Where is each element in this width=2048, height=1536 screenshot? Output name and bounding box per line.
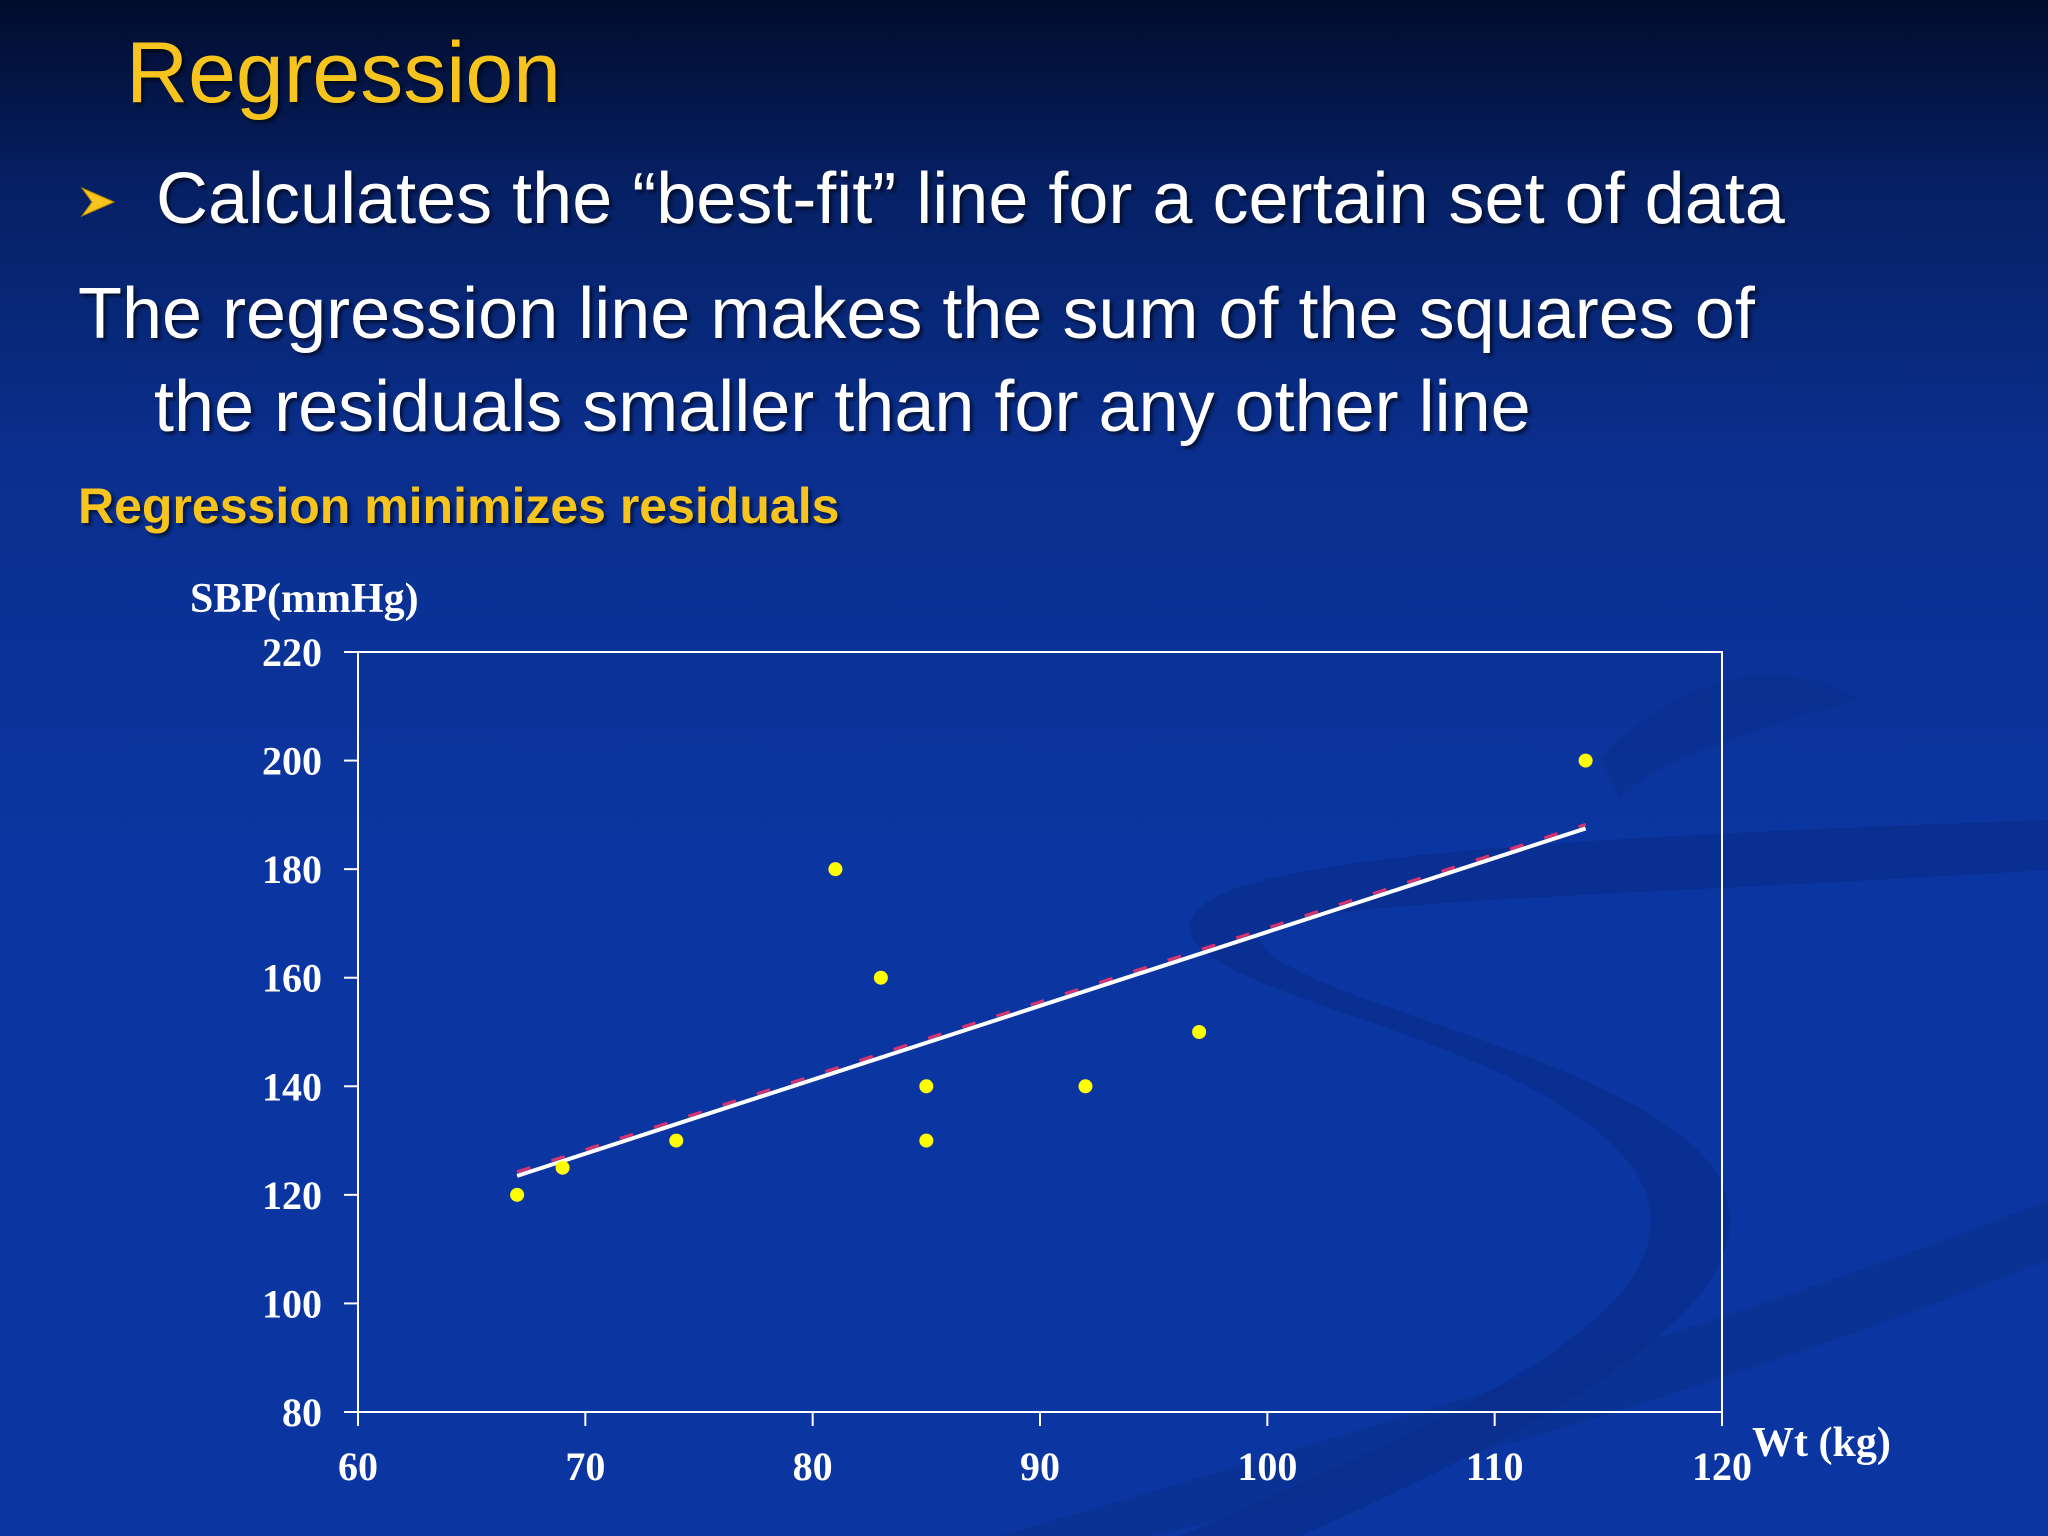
x-tick-label: 120 (1692, 1444, 1752, 1489)
x-tick-label: 90 (1020, 1444, 1060, 1489)
data-point (873, 970, 888, 985)
subheading: Regression minimizes residuals (78, 478, 840, 534)
x-tick-label: 100 (1237, 1444, 1297, 1489)
y-tick-label: 140 (262, 1064, 322, 1109)
x-tick-label: 110 (1466, 1444, 1524, 1489)
y-tick-label: 80 (282, 1390, 322, 1435)
data-point (669, 1133, 684, 1148)
regression-line (516, 826, 1587, 1178)
data-point (1192, 1025, 1207, 1039)
regression-lines (516, 823, 1587, 1178)
y-tick-label: 220 (262, 630, 322, 675)
data-point (555, 1160, 570, 1175)
bullet-text: Calculates the “best-fit” line for a cer… (156, 159, 1785, 239)
data-point (510, 1187, 525, 1202)
y-tick-label: 200 (262, 739, 322, 784)
y-tick-label: 120 (262, 1173, 322, 1218)
x-tick-label: 80 (793, 1444, 833, 1489)
plot-frame (357, 651, 1723, 1413)
paragraph-line-1: The regression line makes the sum of the… (78, 274, 1755, 354)
arrow-bullet-icon (80, 186, 116, 218)
y-tick-label: 100 (262, 1281, 322, 1326)
paragraph-line-2: the residuals smaller than for any other… (154, 367, 1531, 447)
x-axis-title: Wt (kg) (1752, 1420, 1891, 1466)
y-tick-label: 180 (262, 847, 322, 892)
plot-border (357, 651, 1723, 1413)
data-point (1078, 1079, 1093, 1094)
data-point (919, 1079, 934, 1094)
slide-title: Regression (126, 25, 561, 121)
x-tick-label: 60 (338, 1444, 378, 1489)
x-axis: 60 70 80 90 100 110 120 (338, 1412, 1752, 1489)
data-points (510, 753, 1593, 1202)
data-point (1578, 753, 1593, 768)
y-axis: 220 200 180 160 140 120 100 80 (262, 630, 358, 1435)
y-axis-title: SBP(mmHg) (190, 576, 419, 622)
data-point (919, 1133, 934, 1148)
dashed-fit-line (516, 823, 1587, 1174)
data-point (828, 862, 843, 877)
x-tick-label: 70 (565, 1444, 605, 1489)
y-tick-label: 160 (262, 956, 322, 1001)
